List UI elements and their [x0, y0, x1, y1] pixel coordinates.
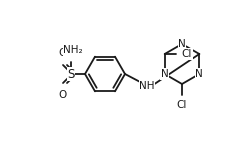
Text: NH₂: NH₂	[63, 45, 83, 55]
Text: NH: NH	[139, 81, 155, 91]
Text: O: O	[58, 48, 66, 58]
Text: Cl: Cl	[182, 49, 192, 59]
Text: S: S	[67, 67, 75, 81]
Text: N: N	[195, 69, 203, 79]
Text: Cl: Cl	[177, 100, 187, 110]
Text: N: N	[161, 69, 168, 79]
Text: O: O	[58, 90, 66, 100]
Text: N: N	[178, 39, 186, 49]
